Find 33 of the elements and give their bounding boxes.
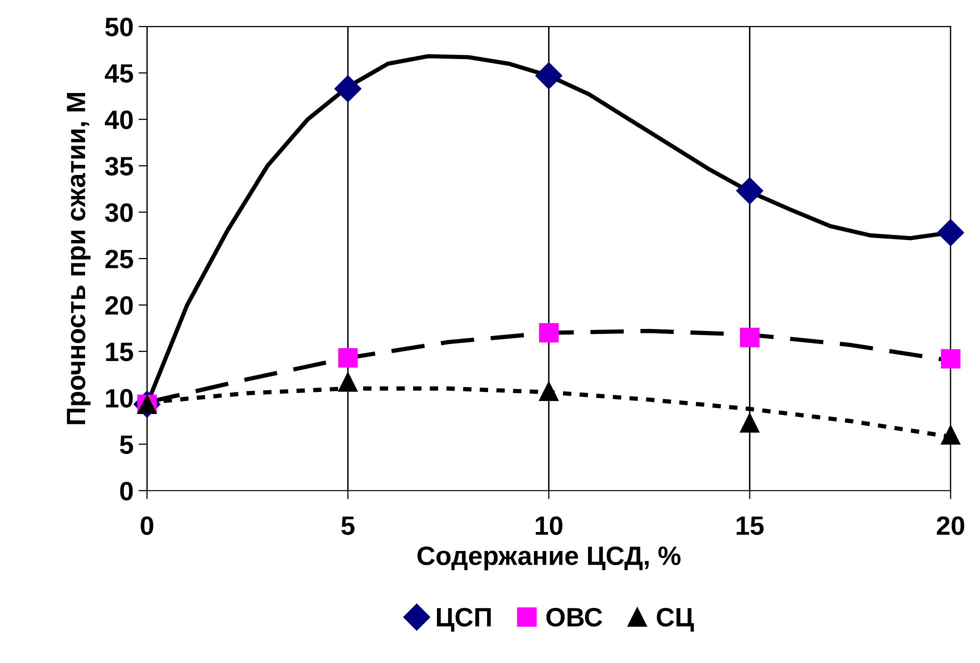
point [740,413,760,433]
point [740,328,760,348]
x-tick-label: 20 [936,516,964,536]
point [937,219,964,246]
point [539,382,559,402]
x-tick-label: 0 [140,516,154,536]
y-tick-label: 45 [104,64,134,83]
point [338,372,358,392]
y-tick-label: 10 [106,388,133,408]
y-tick-label: 15 [106,342,134,362]
y-tick-label: 35 [105,156,134,176]
point [940,425,960,445]
point [334,75,362,102]
legend-label: ЦСП [436,608,491,632]
x-tick-label: 10 [536,516,562,536]
x-tick-label: 15 [736,516,764,536]
x-axis-title: Содержание ЦСД, % [417,546,680,570]
y-tick-label: 50 [105,18,133,36]
y-tick-label: 5 [120,436,134,454]
point [736,177,764,204]
legend-label: ОВС [546,608,602,627]
y-tick-label: 40 [104,110,133,130]
y-tick-label: 0 [120,482,133,500]
point [940,349,960,369]
point [338,348,358,368]
y-tick-label: 20 [105,296,133,315]
legend-label: СЦ [656,608,694,632]
x-tick-label: 5 [341,516,355,536]
y-tick-label: 30 [105,203,133,222]
point [535,62,562,90]
point [539,323,559,343]
y-tick-label: 25 [105,250,134,268]
y-axis-title: Прочность при сжатии, М [66,92,91,424]
